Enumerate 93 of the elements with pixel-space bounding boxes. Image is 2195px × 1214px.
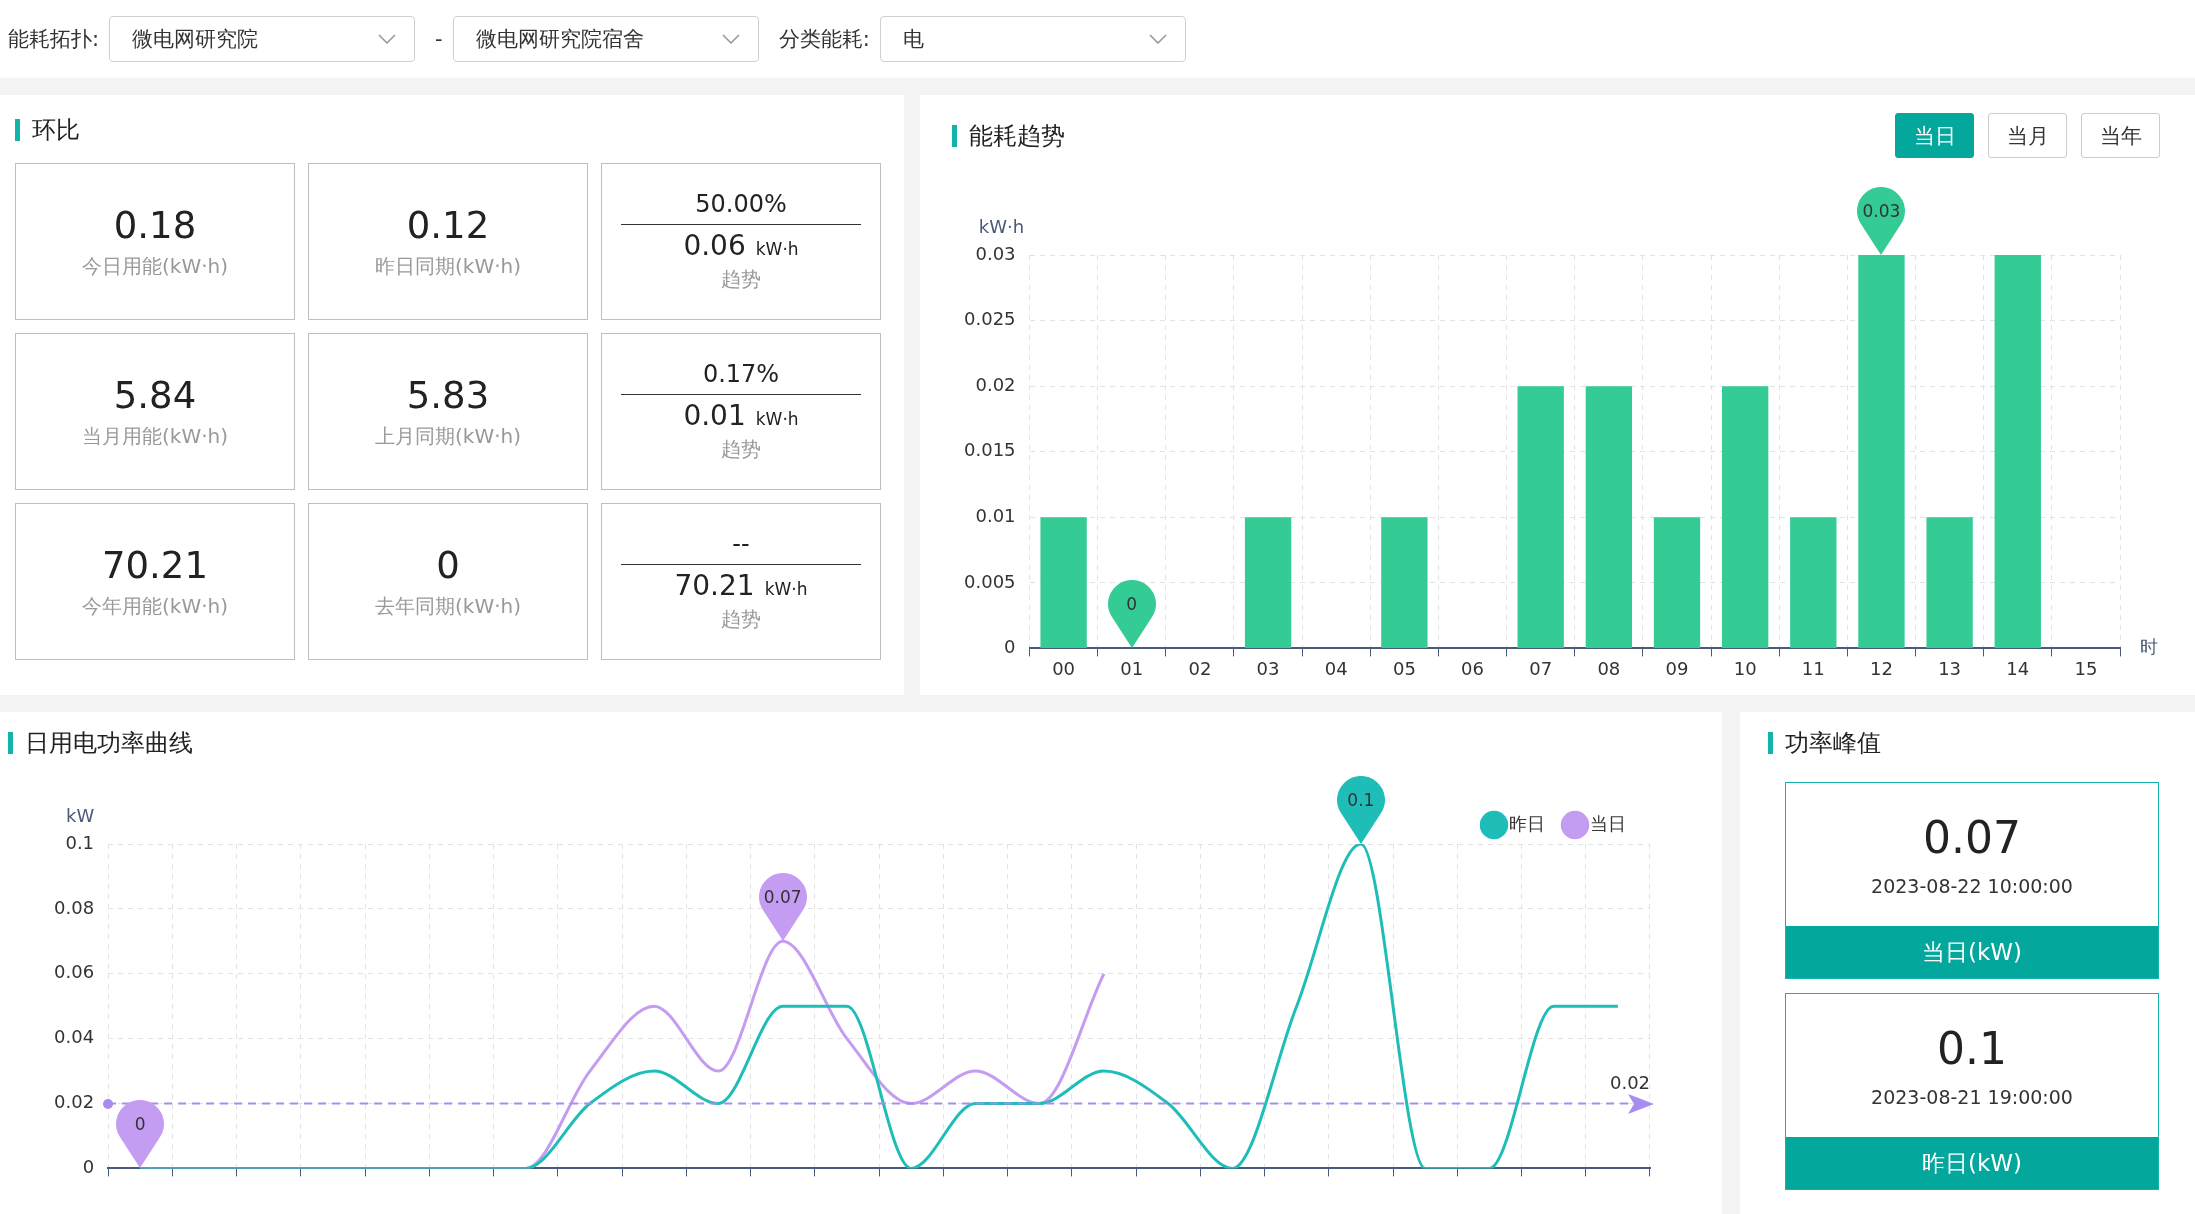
y-tick-label: 0.03	[975, 242, 1016, 264]
text: 去年同期(kW·h)	[375, 592, 521, 620]
text: 当日	[1895, 113, 1974, 158]
text: 2023-08-22 10:00:00	[1871, 875, 2073, 897]
x-tick-label: 12	[1870, 657, 1893, 679]
y-tick-label: 0.025	[964, 308, 1016, 330]
text: 分类能耗:	[778, 26, 870, 53]
x-tick-label: 10	[1733, 657, 1757, 679]
y-tick-label: 0.015	[964, 439, 1016, 461]
x-tick-label: 03	[1256, 657, 1280, 679]
annotation: 0.07	[762, 886, 803, 910]
bar	[1994, 255, 2041, 648]
x-tick-label: 09	[1665, 657, 1689, 679]
y-tick-label: 0.04	[54, 1026, 95, 1048]
chart-title: 日用电功率曲线	[25, 728, 193, 759]
text: --	[621, 530, 861, 565]
bar	[1721, 386, 1769, 648]
annotation: 0.1	[1346, 789, 1376, 812]
y-tick-label: 0	[82, 1156, 95, 1178]
ref-line-label: 0.02	[1609, 1072, 1651, 1094]
text: 当月	[1988, 113, 2067, 158]
annotation: 0	[133, 1113, 147, 1137]
bar	[1381, 517, 1428, 648]
text: 0.18	[113, 203, 197, 247]
text: 趋势	[721, 436, 761, 463]
text: 微电网研究院宿舍	[475, 26, 644, 53]
x-axis-title: 时	[2140, 636, 2158, 658]
text: kW·h	[755, 239, 799, 259]
text: -	[435, 27, 443, 51]
y-tick-label: 0.01	[975, 504, 1016, 526]
text: 0.01	[683, 399, 746, 432]
y-tick-label: 0.005	[964, 570, 1016, 592]
text: 70.21	[674, 569, 755, 602]
x-tick-label: 02	[1188, 657, 1212, 679]
text: 0.06	[683, 229, 746, 262]
bar	[1926, 517, 1973, 648]
y-tick-label: 0.02	[975, 373, 1016, 395]
text: 上月同期(kW·h)	[375, 422, 521, 450]
x-tick-label: 07	[1529, 657, 1553, 679]
x-tick-label: 15	[2074, 657, 2098, 679]
legend-label: 昨日	[1509, 812, 1545, 834]
bar	[1517, 386, 1564, 648]
text: 0.07	[1923, 812, 2021, 863]
bar	[1040, 517, 1087, 648]
x-tick-label: 04	[1324, 657, 1348, 679]
annotation: 0.03	[1861, 200, 1902, 223]
text: 环比	[32, 115, 80, 146]
y-tick-label: 0	[1004, 636, 1016, 658]
text: 趋势	[721, 266, 761, 293]
x-tick-label: 01	[1120, 657, 1144, 679]
chart-title: 能耗趋势	[969, 121, 1065, 152]
x-tick-label: 14	[2006, 657, 2030, 679]
text: 5.83	[406, 373, 490, 417]
text: 电	[902, 26, 924, 53]
text: 昨日同期(kW·h)	[375, 252, 521, 280]
y-axis-title: kW·h	[978, 215, 1025, 237]
text: 当日(kW)	[1786, 926, 2158, 978]
x-tick-label: 11	[1801, 657, 1825, 679]
text: 当月用能(kW·h)	[82, 422, 228, 450]
annotation: 0	[1125, 593, 1139, 617]
text: 功率峰值	[1785, 728, 1881, 759]
text: 趋势	[721, 606, 761, 633]
y-tick-label: 0.02	[54, 1091, 95, 1113]
text: 2023-08-21 19:00:00	[1871, 1086, 2073, 1108]
bar	[1585, 386, 1633, 648]
x-tick-label: 06	[1461, 657, 1484, 679]
y-tick-label: 0.08	[54, 896, 95, 918]
text: 0.12	[406, 203, 490, 247]
y-tick-label: 0.1	[65, 831, 95, 853]
bar	[1790, 517, 1837, 648]
y-tick-label: 0.06	[54, 961, 95, 983]
y-axis-title: kW	[65, 804, 95, 826]
text: 昨日(kW)	[1786, 1137, 2158, 1189]
bar	[1653, 517, 1701, 648]
text: 0.1	[1937, 1023, 2007, 1074]
text: 0.17%	[621, 360, 861, 395]
text: kW·h	[764, 579, 808, 599]
text: kW·h	[755, 409, 799, 429]
x-tick-label: 08	[1597, 657, 1621, 679]
text: 5.84	[113, 373, 197, 417]
x-tick-label: 13	[1938, 657, 1962, 679]
text: 今日用能(kW·h)	[82, 252, 228, 280]
text: 50.00%	[621, 190, 861, 225]
bar	[1244, 517, 1292, 648]
text: 能耗拓扑:	[8, 26, 100, 53]
text: 微电网研究院	[132, 26, 259, 53]
x-tick-label: 00	[1052, 657, 1076, 679]
text: 今年用能(kW·h)	[82, 592, 228, 620]
text: 70.21	[102, 543, 208, 587]
text: 当年	[2081, 113, 2160, 158]
x-tick-label: 05	[1392, 657, 1416, 679]
legend-label: 当日	[1590, 812, 1626, 834]
text: 0	[436, 543, 460, 587]
